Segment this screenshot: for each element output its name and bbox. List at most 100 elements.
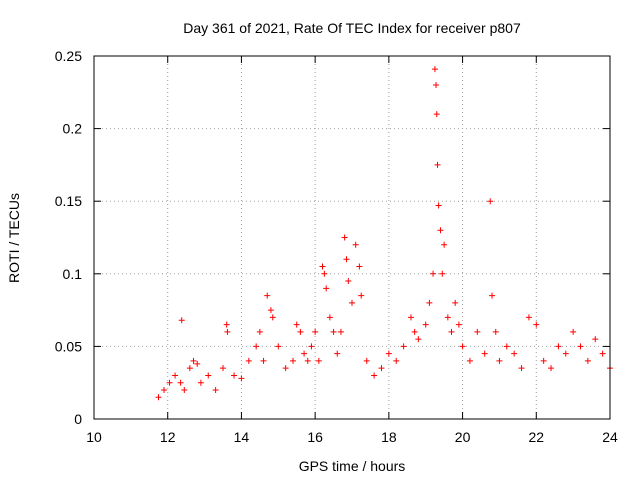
- data-point: [253, 343, 260, 350]
- data-point: [441, 241, 448, 248]
- data-point: [439, 270, 446, 277]
- data-point: [312, 328, 319, 335]
- data-point: [337, 328, 344, 335]
- data-point: [592, 336, 599, 343]
- data-point: [343, 256, 350, 263]
- data-point: [487, 198, 494, 205]
- data-point: [220, 365, 226, 372]
- data-point: [411, 328, 418, 335]
- data-point: [212, 386, 219, 393]
- data-point: [378, 365, 385, 372]
- data-point: [290, 357, 297, 364]
- data-point: [190, 357, 197, 364]
- data-point: [275, 343, 282, 350]
- data-point: [308, 343, 315, 350]
- data-point: [330, 328, 337, 335]
- data-point: [315, 357, 322, 364]
- x-tick-label: 22: [528, 429, 544, 445]
- data-point: [492, 328, 499, 335]
- data-point: [301, 350, 308, 357]
- data-point: [256, 328, 263, 335]
- data-point: [358, 292, 365, 299]
- data-point: [260, 357, 267, 364]
- data-point: [433, 111, 440, 118]
- data-point: [474, 328, 481, 335]
- data-point: [186, 365, 193, 372]
- x-tick-label: 10: [86, 429, 102, 445]
- data-point: [455, 321, 462, 328]
- data-point: [352, 241, 359, 248]
- y-tick-label: 0.15: [55, 193, 82, 209]
- data-point: [400, 343, 407, 350]
- data-point: [238, 375, 245, 382]
- data-point: [385, 350, 392, 357]
- data-point: [177, 379, 184, 386]
- y-axis-label: ROTI / TECUs: [6, 193, 22, 283]
- data-point: [323, 285, 330, 292]
- data-point: [434, 161, 441, 168]
- data-point: [548, 365, 555, 372]
- data-point: [562, 350, 569, 357]
- y-tick-label: 0.1: [63, 266, 83, 282]
- x-tick-label: 24: [602, 429, 618, 445]
- x-tick-label: 18: [381, 429, 397, 445]
- data-point: [511, 350, 518, 357]
- x-axis-label: GPS time / hours: [299, 458, 406, 474]
- data-point: [518, 365, 525, 372]
- data-point: [431, 66, 438, 73]
- data-point: [570, 328, 577, 335]
- data-point: [349, 299, 355, 306]
- data-point: [231, 372, 238, 379]
- data-point: [155, 394, 162, 401]
- data-point: [205, 372, 212, 379]
- data-point: [297, 328, 304, 335]
- plot-frame: [93, 55, 611, 420]
- data-point: [326, 314, 333, 321]
- data-point: [577, 343, 584, 350]
- data-point: [345, 278, 352, 285]
- grid-lines: [94, 56, 610, 419]
- y-tick-label: 0.25: [55, 48, 82, 64]
- data-point: [245, 357, 252, 364]
- data-point: [584, 357, 591, 364]
- x-tick-label: 16: [307, 429, 323, 445]
- data-point: [321, 270, 328, 277]
- data-point: [422, 321, 429, 328]
- data-point: [293, 321, 300, 328]
- data-point: [496, 357, 503, 364]
- data-points: [155, 66, 613, 401]
- data-point: [181, 386, 188, 393]
- x-tick-label: 20: [455, 429, 471, 445]
- data-point: [415, 336, 422, 343]
- chart-title: Day 361 of 2021, Rate Of TEC Index for r…: [183, 20, 521, 36]
- data-point: [452, 299, 459, 306]
- data-point: [533, 321, 540, 328]
- y-tick-label: 0.05: [55, 338, 82, 354]
- data-point: [371, 372, 378, 379]
- data-point: [224, 328, 231, 335]
- data-point: [448, 328, 455, 335]
- data-point: [555, 343, 562, 350]
- data-point: [161, 386, 168, 393]
- data-point: [172, 372, 179, 379]
- data-point: [319, 263, 326, 270]
- data-point: [269, 314, 276, 321]
- data-point: [489, 292, 496, 299]
- data-point: [356, 263, 363, 270]
- data-point: [437, 227, 444, 234]
- data-point: [334, 350, 341, 357]
- data-point: [433, 82, 440, 89]
- data-point: [525, 314, 532, 321]
- data-point: [304, 357, 311, 364]
- data-point: [363, 357, 370, 364]
- x-tick-label: 12: [160, 429, 176, 445]
- data-point: [599, 350, 606, 357]
- data-point: [503, 343, 510, 350]
- data-point: [481, 350, 488, 357]
- data-point: [459, 343, 466, 350]
- data-point: [435, 202, 442, 209]
- data-point: [444, 314, 451, 321]
- data-point: [282, 365, 289, 372]
- data-point: [267, 307, 274, 314]
